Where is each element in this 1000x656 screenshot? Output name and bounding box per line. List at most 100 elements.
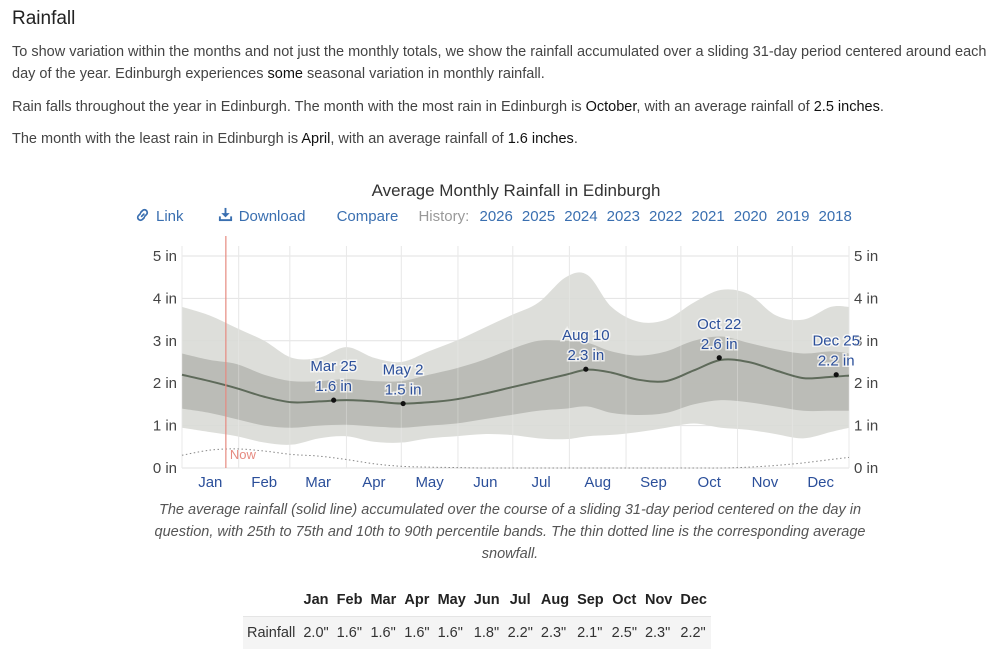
- text: .: [879, 99, 884, 115]
- annotation-value: 2.3 in: [568, 347, 605, 364]
- month-header: Jul: [509, 592, 531, 608]
- band-25-75: [182, 336, 849, 428]
- y-tick-label-left: 4 in: [153, 290, 177, 307]
- history-year-2025[interactable]: 2025: [521, 208, 556, 225]
- download-icon: [218, 207, 232, 222]
- month-header: Mar: [370, 592, 397, 608]
- driest-amount: 1.6 inches: [507, 131, 574, 147]
- monthly-rainfall-table: Jan Feb Mar Apr May Jun Jul Aug Sep Oct Nov Dec Rai…: [243, 588, 711, 649]
- rainfall-chart: Now 0 in 0 in 1 in 1 in 2 in 2 in 3 in 3 in 4 in 4…: [153, 236, 878, 491]
- y-tick-label-left: 2 in: [153, 375, 177, 392]
- wettest-amount: 2.5 inches: [813, 99, 880, 115]
- text: To show variation within the months and …: [12, 44, 987, 82]
- annotation-date: Mar 25: [310, 358, 357, 375]
- annotation-value: 2.6 in: [701, 336, 738, 353]
- month-label: Jan: [198, 474, 222, 491]
- month-header: Dec: [680, 592, 707, 608]
- y-tick-label-right: 1 in: [854, 418, 878, 435]
- snowfall-line: [181, 448, 850, 469]
- month-header: Aug: [540, 592, 570, 608]
- table-corner: [243, 588, 299, 617]
- history-year-2023[interactable]: 2023: [606, 208, 640, 225]
- month-label: Sep: [640, 474, 667, 491]
- text: seasonal variation in monthly rainfall.: [303, 66, 545, 82]
- wettest-month-paragraph: Rain falls throughout the year in Edinbu…: [12, 96, 997, 118]
- month-header: Oct: [612, 592, 637, 608]
- y-tick-label-left: 1 in: [153, 418, 177, 435]
- month-header: Apr: [404, 592, 430, 608]
- annotation-value: 2.2 in: [818, 353, 855, 370]
- y-tick-label-right: 0 in: [854, 460, 878, 477]
- month-value: 1.6": [433, 616, 470, 649]
- month-value: 2.1": [573, 616, 608, 649]
- annotation-date: May 2: [383, 362, 424, 379]
- history-year-2018[interactable]: 2018: [818, 208, 852, 225]
- annotation-point: [331, 397, 337, 403]
- text: , with an average rainfall of: [330, 131, 508, 147]
- history-year-2021[interactable]: 2021: [691, 208, 725, 225]
- month-value: 2.0": [299, 616, 333, 649]
- month-label: Apr: [362, 474, 385, 491]
- history-year-2019[interactable]: 2019: [776, 208, 810, 225]
- history-year-2022[interactable]: 2022: [648, 208, 683, 225]
- month-header: Sep: [577, 592, 604, 608]
- link-label: Link: [156, 208, 184, 225]
- annotation-point: [716, 355, 722, 361]
- annotation-point: [833, 372, 839, 378]
- month-label: Oct: [698, 474, 722, 491]
- annotation-value: 1.5 in: [385, 382, 422, 399]
- section-title: Rainfall: [12, 8, 76, 29]
- y-tick-label-right: 4 in: [854, 290, 878, 307]
- intro-paragraph: To show variation within the months and …: [12, 41, 997, 85]
- month-label: Aug: [584, 474, 611, 491]
- month-value: 2.2": [503, 616, 537, 649]
- month-label: Feb: [251, 474, 277, 491]
- annotation-date: Aug 10: [562, 327, 610, 344]
- annotation-date: Oct 22: [697, 316, 741, 333]
- history-year-2020[interactable]: 2020: [733, 208, 768, 225]
- y-tick-label-right: 5 in: [854, 248, 878, 265]
- month-value: 1.6": [366, 616, 401, 649]
- month-header: Jun: [473, 592, 500, 608]
- month-label: Jul: [531, 474, 550, 491]
- month-value: 2.2": [676, 616, 711, 649]
- annotation-point: [583, 366, 589, 372]
- download-button[interactable]: Download: [218, 207, 306, 225]
- y-tick-label-right: 3 in: [854, 333, 878, 350]
- link-icon: [136, 208, 149, 222]
- chart-caption: The average rainfall (solid line) accumu…: [154, 502, 866, 562]
- table-row: Rainfall 2.0" 1.6" 1.6" 1.6" 1.6" 1.8" 2.2" 2.3"…: [243, 616, 711, 649]
- y-tick-label-right: 2 in: [854, 375, 878, 392]
- now-label: Now: [230, 447, 257, 462]
- table-header-row: Jan Feb Mar Apr May Jun Jul Aug Sep Oct Nov Dec: [243, 588, 711, 617]
- annotation-point: [400, 400, 406, 407]
- link-button[interactable]: Link: [135, 208, 184, 225]
- annotation-value: 1.6 in: [315, 378, 352, 395]
- compare-button[interactable]: Compare: [336, 208, 399, 225]
- chart-title: Average Monthly Rainfall in Edinburgh: [371, 181, 661, 200]
- month-value: 2.5": [607, 616, 641, 649]
- month-label: Mar: [305, 474, 331, 491]
- history-year-2026[interactable]: 2026: [479, 208, 513, 225]
- text: The month with the least rain in Edinbur…: [12, 131, 302, 147]
- month-label: Dec: [807, 474, 834, 491]
- annotation-date: Dec 25: [812, 333, 860, 350]
- month-header: Feb: [336, 592, 363, 608]
- history-years: 2026 2025 2024 2023 2022 2021 2020 2019 2018: [479, 208, 860, 225]
- history-label: History:: [418, 208, 470, 225]
- month-value: 2.3": [640, 616, 677, 649]
- history-year-2024[interactable]: 2024: [564, 208, 598, 225]
- month-value: 2.3": [536, 616, 574, 649]
- download-label: Download: [238, 208, 306, 225]
- driest-month-paragraph: The month with the least rain in Edinbur…: [12, 128, 997, 150]
- y-tick-label-left: 5 in: [153, 248, 177, 265]
- y-tick-label-left: 0 in: [153, 460, 177, 477]
- month-label: Jun: [473, 474, 497, 491]
- month-value: 1.8": [469, 616, 504, 649]
- month-label: May: [415, 474, 444, 491]
- month-value: 1.6": [332, 616, 367, 649]
- y-tick-label-left: 3 in: [153, 333, 177, 350]
- text: Rain falls throughout the year in Edinbu…: [12, 99, 586, 115]
- month-label: Nov: [752, 474, 779, 491]
- month-header: Jan: [303, 592, 329, 608]
